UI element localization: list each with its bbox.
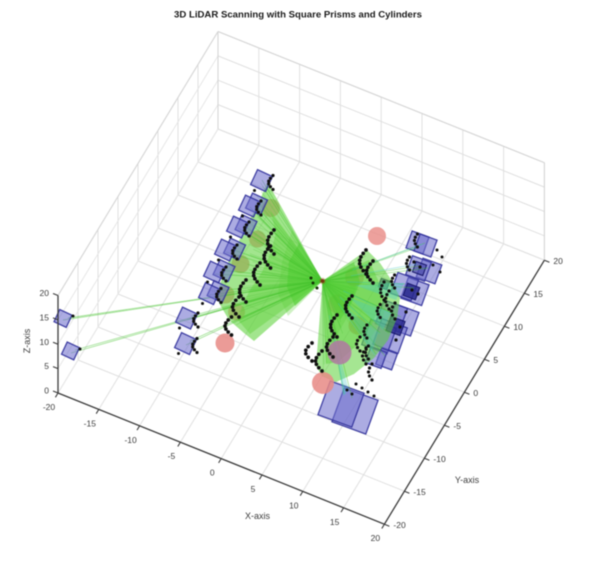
svg-text:0: 0 (473, 388, 478, 398)
svg-text:-20: -20 (43, 402, 56, 412)
svg-text:X-axis: X-axis (245, 511, 271, 521)
svg-text:20: 20 (371, 533, 381, 543)
svg-text:-10: -10 (124, 435, 137, 445)
svg-text:-15: -15 (84, 418, 97, 428)
svg-text:20: 20 (553, 256, 563, 266)
svg-text:5: 5 (251, 484, 256, 494)
svg-text:10: 10 (40, 337, 50, 347)
svg-text:-10: -10 (433, 454, 446, 464)
svg-text:15: 15 (40, 312, 50, 322)
svg-text:0: 0 (44, 386, 49, 396)
svg-text:15: 15 (330, 517, 340, 527)
svg-text:5: 5 (44, 361, 49, 371)
svg-text:10: 10 (513, 322, 523, 332)
svg-text:-20: -20 (393, 520, 406, 530)
svg-text:0: 0 (210, 468, 215, 478)
svg-text:20: 20 (40, 288, 50, 298)
svg-text:Z-axis: Z-axis (22, 328, 32, 353)
svg-text:15: 15 (533, 289, 543, 299)
svg-text:-15: -15 (413, 487, 426, 497)
svg-text:3D LiDAR Scanning with Square: 3D LiDAR Scanning with Square Prisms and… (174, 10, 422, 21)
svg-text:Y-axis: Y-axis (455, 475, 480, 485)
svg-text:-5: -5 (168, 451, 176, 461)
svg-text:-5: -5 (453, 421, 461, 431)
svg-text:5: 5 (493, 355, 498, 365)
svg-text:10: 10 (289, 500, 299, 510)
